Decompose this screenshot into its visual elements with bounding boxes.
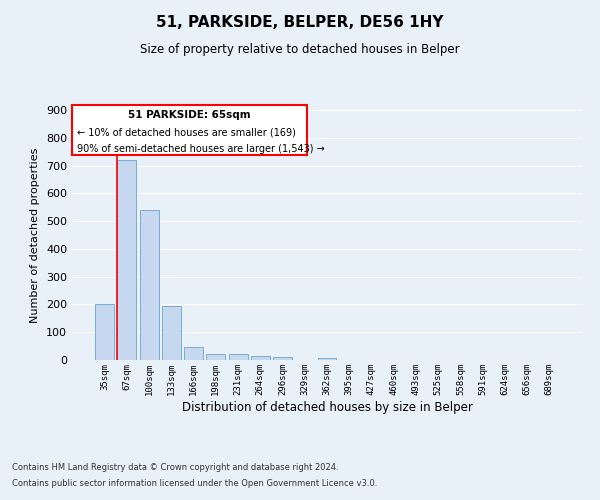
Bar [317,358,337,360]
FancyBboxPatch shape [72,105,307,155]
Bar [229,354,248,360]
Bar [251,356,270,360]
Text: Size of property relative to detached houses in Belper: Size of property relative to detached ho… [140,42,460,56]
Text: ← 10% of detached houses are smaller (169): ← 10% of detached houses are smaller (16… [77,128,296,138]
Bar [273,357,292,360]
X-axis label: Distribution of detached houses by size in Belper: Distribution of detached houses by size … [182,400,472,413]
Bar [162,306,181,360]
Text: 51 PARKSIDE: 65sqm: 51 PARKSIDE: 65sqm [128,110,251,120]
Y-axis label: Number of detached properties: Number of detached properties [31,148,40,322]
Bar [184,346,203,360]
Bar [140,210,158,360]
Bar [95,304,114,360]
Bar [118,160,136,360]
Text: 51, PARKSIDE, BELPER, DE56 1HY: 51, PARKSIDE, BELPER, DE56 1HY [156,15,444,30]
Text: Contains public sector information licensed under the Open Government Licence v3: Contains public sector information licen… [12,478,377,488]
Text: Contains HM Land Registry data © Crown copyright and database right 2024.: Contains HM Land Registry data © Crown c… [12,464,338,472]
Bar [206,354,225,360]
Text: 90% of semi-detached houses are larger (1,543) →: 90% of semi-detached houses are larger (… [77,144,325,154]
